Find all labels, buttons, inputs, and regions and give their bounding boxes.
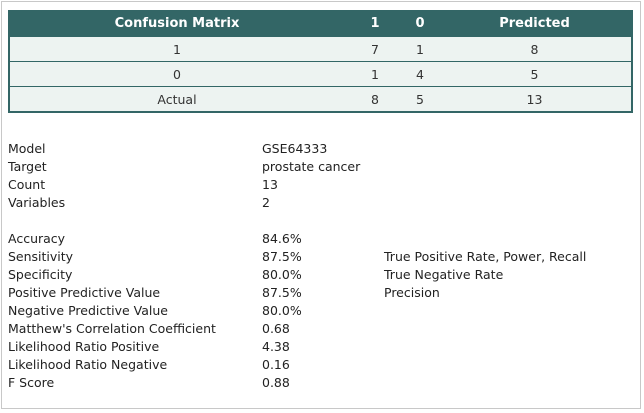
metric-row: Accuracy 84.6% [8, 229, 633, 247]
matrix-header-predicted: Predicted [436, 10, 633, 37]
metric-label: Matthew's Correlation Coefficient [8, 320, 216, 336]
matrix-cell: 13 [436, 86, 633, 112]
info-label: Target [8, 158, 47, 174]
matrix-cell: 8 [346, 86, 404, 112]
metric-label: Likelihood Ratio Negative [8, 356, 168, 372]
info-label: Count [8, 176, 46, 192]
stats-spacer [8, 211, 633, 229]
matrix-header-pred-0: 0 [404, 10, 436, 37]
info-value: GSE64333 [262, 140, 328, 156]
metric-label: Negative Predictive Value [8, 302, 168, 318]
info-value: prostate cancer [262, 158, 361, 174]
metric-label: Sensitivity [8, 248, 74, 264]
metric-value: 80.0% [262, 302, 302, 318]
metric-value: 4.38 [262, 338, 290, 354]
metric-value: 0.88 [262, 374, 290, 390]
matrix-cell: 0 [8, 61, 346, 87]
matrix-cell: 4 [404, 61, 436, 87]
metric-row: Specificity 80.0% True Negative Rate [8, 265, 633, 283]
metric-note: True Negative Rate [384, 266, 504, 282]
metric-row: Likelihood Ratio Negative 0.16 [8, 355, 633, 373]
metric-value: 87.5% [262, 248, 302, 264]
metric-note: Precision [384, 284, 440, 300]
metric-label: Specificity [8, 266, 73, 282]
info-label: Model [8, 140, 46, 156]
matrix-cell: 1 [404, 36, 436, 62]
info-label: Variables [8, 194, 66, 210]
metric-value: 0.68 [262, 320, 290, 336]
info-value: 13 [262, 176, 278, 192]
metric-note [384, 373, 633, 391]
matrix-cell: Actual [8, 86, 346, 112]
metric-value: 87.5% [262, 284, 302, 300]
info-row: Model GSE64333 [8, 139, 633, 157]
metric-label: Accuracy [8, 230, 66, 246]
model-statistics: Model GSE64333 Target prostate cancer Co… [8, 139, 633, 391]
metric-note [384, 355, 633, 373]
metric-note: True Positive Rate, Power, Recall [384, 248, 587, 264]
metric-row: Sensitivity 87.5% True Positive Rate, Po… [8, 247, 633, 265]
matrix-cell: 8 [436, 36, 633, 62]
metric-note [384, 319, 633, 337]
matrix-row-actual-0: 0 1 4 5 [8, 61, 633, 87]
metric-value: 80.0% [262, 266, 302, 282]
metric-note [384, 229, 633, 247]
metric-note [384, 301, 633, 319]
metric-label: F Score [8, 374, 55, 390]
metric-row: Negative Predictive Value 80.0% [8, 301, 633, 319]
matrix-cell: 1 [346, 61, 404, 87]
info-row: Target prostate cancer [8, 157, 633, 175]
metric-note [384, 337, 633, 355]
info-row: Count 13 [8, 175, 633, 193]
matrix-row-actual-1: 1 7 1 8 [8, 36, 633, 62]
metric-value: 84.6% [262, 230, 302, 246]
matrix-header-title: Confusion Matrix [8, 10, 346, 37]
info-value: 2 [262, 194, 270, 210]
matrix-cell: 1 [8, 36, 346, 62]
confusion-matrix-table: Confusion Matrix 1 0 Predicted 1 7 1 8 0… [8, 10, 633, 112]
matrix-row-actual-total: Actual 8 5 13 [8, 86, 633, 112]
metric-row: Likelihood Ratio Positive 4.38 [8, 337, 633, 355]
matrix-header-row: Confusion Matrix 1 0 Predicted [8, 10, 633, 37]
info-row: Variables 2 [8, 193, 633, 211]
metric-value: 0.16 [262, 356, 290, 372]
metric-row: F Score 0.88 [8, 373, 633, 391]
matrix-cell: 5 [404, 86, 436, 112]
metric-label: Positive Predictive Value [8, 284, 161, 300]
metric-label: Likelihood Ratio Positive [8, 338, 160, 354]
metric-row: Matthew's Correlation Coefficient 0.68 [8, 319, 633, 337]
matrix-cell: 7 [346, 36, 404, 62]
matrix-cell: 5 [436, 61, 633, 87]
matrix-header-pred-1: 1 [346, 10, 404, 37]
metric-row: Positive Predictive Value 87.5% Precisio… [8, 283, 633, 301]
